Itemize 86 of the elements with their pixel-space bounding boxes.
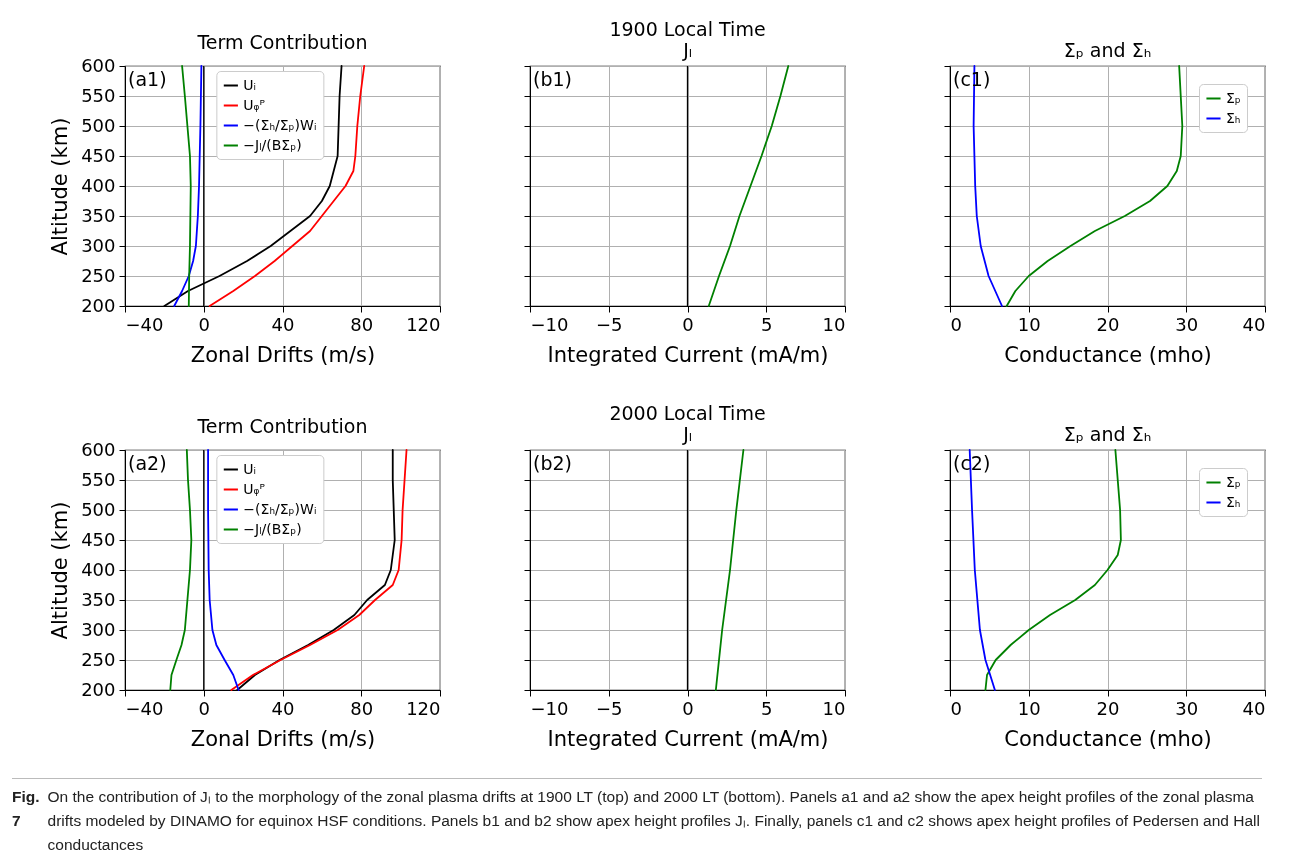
chart-subtitle: Jₗ (682, 39, 692, 62)
x-tick-label: 40 (271, 313, 295, 335)
y-tick-label: 300 (81, 618, 116, 640)
x-tick-label: 20 (1096, 313, 1120, 335)
x-axis-title: Integrated Current (mA/m) (547, 342, 829, 367)
annotation: (a2) (128, 452, 167, 474)
legend-label: Σₚ (1226, 89, 1241, 106)
y-tick-label: 400 (81, 174, 116, 196)
x-tick-label: 10 (1017, 313, 1041, 335)
x-tick-label: 120 (406, 697, 441, 719)
x-tick-label: 80 (350, 697, 374, 719)
legend-label: Σₚ (1226, 473, 1241, 490)
chart-title: Term Contribution (196, 31, 368, 53)
y-tick-label: 550 (81, 84, 116, 106)
x-axis-title: Zonal Drifts (m/s) (190, 726, 376, 751)
text: On the contribution of Jₗ to the morphology of the zonal plasma drifts at 1900 LT (top) and 2000 LT (bottom). Panels a1 and a2 show the apex height profiles of the zonal plasma drifts modeled by DINAMO for equinox HSF conditions. Panels b1 and b2 show apex height profiles Jₗ. Finally, panels c1 and c2 shows apex height profiles of Pedersen and Hall conductances (47, 787, 1261, 855)
legend-label: −(Σₕ/Σₚ)Wᵢ (243, 116, 317, 133)
y-tick-label: 250 (81, 648, 116, 670)
y-tick-label: 400 (81, 558, 116, 580)
y-tick-label: 250 (81, 264, 116, 286)
x-tick-label: −40 (125, 313, 164, 335)
x-tick-label: −10 (530, 313, 569, 335)
x-tick-label: 40 (1242, 313, 1266, 335)
x-tick-label: 10 (822, 313, 846, 335)
x-tick-label: 30 (1175, 697, 1199, 719)
x-tick-label: 120 (406, 313, 441, 335)
legend-label: Uᵢ (243, 76, 257, 93)
x-tick-label: 0 (682, 313, 694, 335)
chart-title: Term Contribution (196, 415, 368, 437)
x-tick-label: 30 (1175, 313, 1199, 335)
x-tick-label: 5 (761, 313, 773, 335)
annotation: (b2) (533, 452, 572, 474)
x-tick-label: 40 (1242, 697, 1266, 719)
x-tick-label: 0 (198, 313, 210, 335)
chart-title: 2000 Local Time (609, 402, 766, 425)
x-tick-label: 80 (350, 313, 374, 335)
x-axis-title: Conductance (mho) (1004, 726, 1212, 751)
x-tick-label: 40 (271, 697, 295, 719)
x-tick-label: 20 (1096, 697, 1120, 719)
y-tick-label: 200 (81, 678, 116, 700)
legend-label: −Jₗ/(BΣₚ) (243, 136, 302, 153)
line-series (181, 65, 192, 307)
legend-label: Σₕ (1226, 109, 1241, 126)
caption: Fig. 7 (12, 787, 40, 831)
y-tick-label: 350 (81, 588, 116, 610)
x-tick-label: 0 (198, 697, 210, 719)
x-tick-label: 10 (1017, 697, 1041, 719)
y-tick-label: 300 (81, 234, 116, 256)
x-tick-label: −40 (125, 697, 164, 719)
annotation: (a1) (128, 68, 167, 90)
legend-label: Uᵩᴾ (243, 480, 266, 497)
y-axis-title: Altitude (km) (48, 117, 73, 256)
legend-label: −(Σₕ/Σₚ)Wᵢ (243, 500, 317, 517)
x-tick-label: 0 (950, 697, 962, 719)
x-axis-title: Zonal Drifts (m/s) (190, 342, 376, 367)
legend-label: Σₕ (1226, 493, 1241, 510)
y-tick-label: 450 (81, 528, 116, 550)
y-tick-label: 200 (81, 294, 116, 316)
y-tick-label: 500 (81, 114, 116, 136)
x-tick-label: −10 (530, 697, 569, 719)
y-axis-title: Altitude (km) (48, 501, 73, 640)
y-tick-label: 500 (81, 498, 116, 520)
legend-label: Uᵩᴾ (243, 96, 266, 113)
x-tick-label: 10 (822, 697, 846, 719)
legend-label: Uᵢ (243, 460, 257, 477)
line-series (208, 65, 366, 307)
y-tick-label: 350 (81, 204, 116, 226)
y-tick-label: 550 (81, 468, 116, 490)
y-tick-label: 600 (81, 54, 116, 76)
x-tick-label: −5 (595, 313, 623, 335)
chart-title: Σₚ and Σₕ (1063, 423, 1152, 446)
line-series (169, 449, 193, 691)
x-axis-title: Integrated Current (mA/m) (547, 726, 829, 751)
annotation: (b1) (533, 68, 572, 90)
x-tick-label: 5 (761, 697, 773, 719)
x-tick-label: 0 (950, 313, 962, 335)
x-axis-title: Conductance (mho) (1004, 342, 1212, 367)
x-tick-label: 0 (682, 697, 694, 719)
y-tick-label: 600 (81, 438, 116, 460)
chart-title: 1900 Local Time (609, 18, 766, 41)
chart-subtitle: Jₗ (682, 423, 692, 446)
legend-label: −Jₗ/(BΣₚ) (243, 520, 302, 537)
x-tick-label: −5 (595, 697, 623, 719)
line-series (207, 449, 240, 691)
chart-title: Σₚ and Σₕ (1063, 39, 1152, 62)
y-tick-label: 450 (81, 144, 116, 166)
